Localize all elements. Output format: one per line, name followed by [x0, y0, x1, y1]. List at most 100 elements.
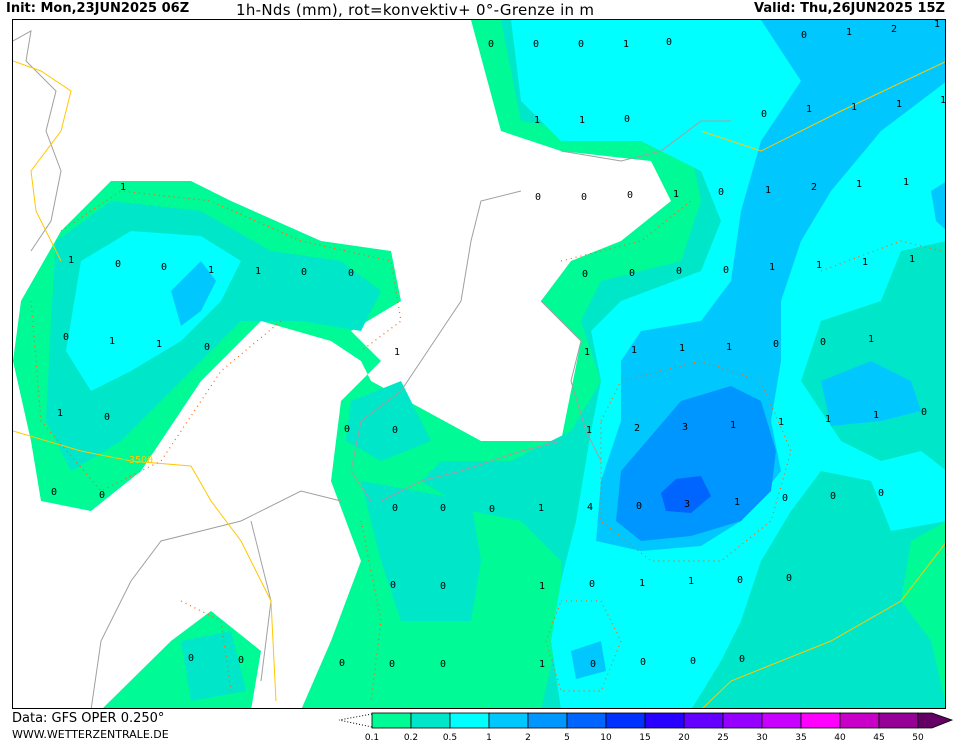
precip-value-label: 1: [57, 408, 63, 419]
precip-value-label: 1: [394, 347, 400, 358]
legend-swatch: [839, 712, 880, 729]
precip-value-label: 1: [688, 576, 694, 587]
precip-value-label: 1: [940, 95, 946, 106]
precip-value-label: 0: [581, 192, 587, 203]
legend-tick-label: 0.2: [404, 733, 418, 741]
legend-tick-label: 0.1: [365, 733, 379, 741]
precip-value-label: 0: [578, 39, 584, 50]
legend-swatch: [722, 712, 763, 729]
precip-value-label: 0: [440, 503, 446, 514]
precip-value-label: 0: [488, 39, 494, 50]
precip-value-label: 1: [816, 260, 822, 271]
precip-value-label: 0: [820, 337, 826, 348]
precip-value-label: 1: [825, 414, 831, 425]
precip-value-label: 0: [392, 503, 398, 514]
precip-value-label: 0: [629, 268, 635, 279]
precip-value-label: 1: [586, 425, 592, 436]
precip-value-label: 0: [773, 339, 779, 350]
precip-value-label: 1: [679, 343, 685, 354]
precip-value-label: 0: [589, 579, 595, 590]
precip-value-label: 1: [120, 182, 126, 193]
precip-value-label: 0: [878, 488, 884, 499]
precip-value-label: 0: [533, 39, 539, 50]
legend-tick-label: 1: [486, 733, 492, 741]
legend-tick-label: 5: [564, 733, 570, 741]
precip-value-label: 0: [389, 659, 395, 670]
precip-value-label: 1: [856, 179, 862, 190]
precip-value-label: 0: [640, 657, 646, 668]
precip-value-label: 0: [718, 187, 724, 198]
legend-swatch: [644, 712, 685, 729]
precip-value-label: 0: [590, 659, 596, 670]
precip-value-label: 0: [51, 487, 57, 498]
legend-swatch: [878, 712, 919, 729]
legend-tick-label: 20: [678, 733, 690, 741]
legend-swatch: [527, 712, 568, 729]
precip-value-label: 0: [782, 493, 788, 504]
precip-value-label: 0: [104, 412, 110, 423]
precip-value-label: 1: [539, 581, 545, 592]
precip-value-label: 0: [830, 491, 836, 502]
precip-value-label: 1: [579, 115, 585, 126]
legend-tick-label: 10: [600, 733, 612, 741]
precip-value-label: 1: [156, 339, 162, 350]
map-canvas: 0 0 0 1 0 0 1 2 1 1 1 0 0 1 1 1 1 1 0 0 0 1 0 1 2 1 1 1 0 0 1 1 0 0 0 0 0 0 1 1…: [13, 20, 946, 708]
precip-value-label: 1: [538, 503, 544, 514]
precip-value-label: 0: [390, 580, 396, 591]
precip-value-label: 0: [666, 37, 672, 48]
precip-value-label: 0: [723, 265, 729, 276]
precip-value-label: 4: [587, 502, 593, 513]
precip-value-label: 1: [734, 497, 740, 508]
precip-value-label: 0: [440, 581, 446, 592]
precip-value-label: 1: [631, 345, 637, 356]
precip-value-label: 1: [862, 257, 868, 268]
precip-value-label: 1: [539, 659, 545, 670]
precip-value-label: 2: [891, 24, 897, 35]
precip-value-label: 1: [909, 254, 915, 265]
precip-value-label: 1: [623, 39, 629, 50]
precip-value-label: 1: [769, 262, 775, 273]
precip-value-labels: 0 0 0 1 0 0 1 2 1 1 1 0 0 1 1 1 1 1 0 0 0 1 0 1 2 1 1 1 0 0 1 1 0 0 0 0 0 0 1 1…: [51, 20, 946, 670]
precip-value-label: 0: [801, 30, 807, 41]
precip-value-label: 0: [739, 654, 745, 665]
precip-value-label: 1: [806, 104, 812, 115]
precip-value-label: 0: [392, 425, 398, 436]
map-title: 1h-Nds (mm), rot=konvektiv+ 0°-Grenze in…: [236, 1, 595, 19]
precip-value-label: 0: [344, 424, 350, 435]
precip-value-label: 0: [737, 575, 743, 586]
precip-value-label: 2: [634, 423, 640, 434]
legend-swatch: [683, 712, 724, 729]
legend-swatch: [449, 712, 490, 729]
precip-value-label: 0: [636, 501, 642, 512]
valid-time: Valid: Thu,26JUN2025 15Z: [754, 1, 945, 16]
precip-value-label: 0: [348, 268, 354, 279]
precip-value-label: 1: [208, 265, 214, 276]
precip-value-label: 1: [673, 189, 679, 200]
precip-value-label: 0: [535, 192, 541, 203]
legend-swatch: [371, 712, 412, 729]
convective-isolines: [30, 190, 942, 702]
legend-tick-label: 2: [525, 733, 531, 741]
precip-value-label: 1: [765, 185, 771, 196]
website: WWW.WETTERZENTRALE.DE: [12, 728, 169, 741]
precip-value-label: 0: [115, 259, 121, 270]
precip-5: [661, 476, 711, 513]
precip-value-label: 0: [624, 114, 630, 125]
legend-underflow-arrow: [338, 713, 373, 728]
precip-value-label: 3: [682, 422, 688, 433]
precip-value-label: 0: [676, 266, 682, 277]
precip-value-label: 1: [730, 420, 736, 431]
precip-value-label: 1: [726, 342, 732, 353]
precip-value-label: 0: [440, 659, 446, 670]
color-legend: 0.1 0.2 0.5 1 2 5 10 15 20 25 30 35 40 45 50: [338, 712, 954, 741]
precip-value-label: 0: [489, 504, 495, 515]
legend-tick-label: 35: [795, 733, 806, 741]
legend-swatch: [761, 712, 802, 729]
precip-value-label: 1: [873, 410, 879, 421]
freezing-level-label: 3500: [129, 455, 153, 466]
legend-tick-label: 30: [756, 733, 768, 741]
precip-value-label: 0: [582, 269, 588, 280]
precip-value-label: 0: [63, 332, 69, 343]
precip-value-label: 1: [778, 417, 784, 428]
precip-value-label: 0: [921, 407, 927, 418]
